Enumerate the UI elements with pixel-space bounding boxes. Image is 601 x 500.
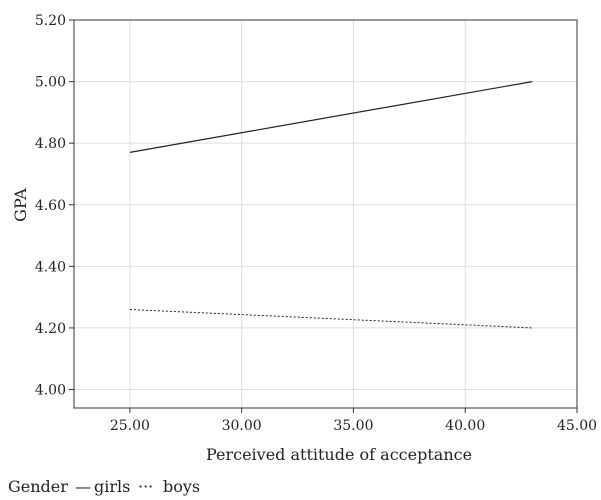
legend: Gender — girls ··· boys	[8, 477, 200, 496]
y-axis-label: GPA	[11, 188, 30, 222]
legend-title: Gender	[8, 477, 68, 496]
legend-girls-marker: —	[75, 477, 91, 496]
legend-girls-label: girls	[94, 477, 130, 496]
y-tick-label: 4.60	[35, 198, 66, 214]
y-tick-label: 5.20	[35, 13, 66, 29]
x-tick-label: 30.00	[222, 418, 262, 434]
legend-boys-marker: ···	[138, 477, 153, 496]
series-line-boys	[129, 309, 533, 329]
x-tick-label: 25.00	[110, 418, 150, 434]
series-line-girls	[129, 81, 533, 153]
legend-boys-label: boys	[163, 477, 200, 496]
plot-background	[74, 20, 577, 408]
x-tick-label: 45.00	[557, 418, 597, 434]
y-tick-label: 4.40	[35, 259, 66, 275]
series-layer	[129, 81, 533, 329]
x-tick-label: 35.00	[333, 418, 373, 434]
x-tick-label: 40.00	[445, 418, 485, 434]
plot-frame	[73, 19, 578, 409]
y-tick-label: 4.20	[35, 321, 66, 337]
x-axis-ticks: 25.00 30.00 35.00 40.00 45.00	[110, 408, 597, 434]
y-tick-label: 4.00	[35, 383, 66, 399]
x-axis-label: Perceived attitude of acceptance	[206, 445, 472, 464]
y-tick-label: 4.80	[35, 136, 66, 152]
y-tick-label: 5.00	[35, 75, 66, 91]
y-axis-ticks: 4.00 4.20 4.40 4.60 4.80 5.00 5.20	[35, 13, 74, 399]
